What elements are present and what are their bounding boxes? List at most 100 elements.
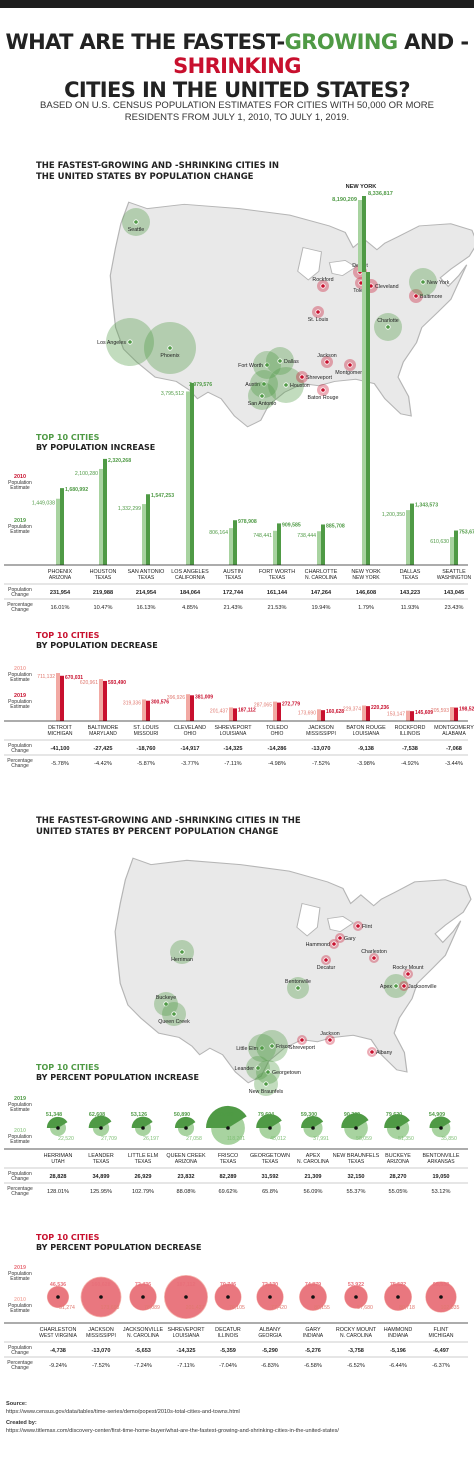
change-label-2: Change	[11, 1350, 29, 1356]
bar-2019-baltimore	[103, 680, 107, 721]
created-link[interactable]: https://www.titlemax.com/discovery-cente…	[6, 1428, 339, 1434]
change-label-1: Population	[8, 587, 32, 593]
state-name: MICHIGAN	[48, 731, 73, 737]
bar-2010-baltimore	[99, 679, 103, 721]
city-dot-georgetown	[265, 1069, 271, 1075]
city-name: DALLAS	[400, 569, 421, 575]
city-dot-st-louis	[315, 309, 321, 315]
city-name: FLINT	[434, 1327, 450, 1333]
lake-erie	[328, 260, 357, 277]
bubble-center-decatur	[226, 1295, 230, 1299]
row-2010-year: 2010	[14, 666, 26, 672]
row-2019-label-2: Estimate	[10, 529, 30, 535]
bubble-center-frisco	[226, 1126, 230, 1130]
city-label-rockford: Rockford	[312, 277, 333, 283]
city-name: ROCKY MOUNT	[336, 1327, 377, 1333]
state-name: MICHIGAN	[429, 1333, 454, 1339]
bar-2010-jackson	[317, 709, 321, 721]
city-dot-rocky-mount	[405, 971, 411, 977]
ny-2019-label: 8,336,817	[368, 191, 393, 197]
pct-value: -7.11%	[224, 761, 241, 767]
state-name: ARIZONA	[49, 575, 72, 581]
city-dot-phoenix	[167, 345, 173, 351]
label-2010-hammond: 80,718	[399, 1305, 415, 1311]
label-2010-gary: 80,155	[314, 1305, 330, 1311]
us-outline	[109, 201, 474, 428]
change-value: -7,068	[446, 746, 462, 752]
city-label-jackson: Jackson	[320, 1031, 339, 1037]
change-value: -41,100	[51, 746, 70, 752]
bubble-center-queen-creek	[184, 1126, 188, 1130]
state-name: TEXAS	[135, 1159, 152, 1165]
pct-increase-title: TOP 10 CITIES BY PERCENT POPULATION INCRE…	[36, 1063, 199, 1082]
bubble-center-new-braunfels	[354, 1126, 358, 1130]
change-value: -14,325	[224, 746, 243, 752]
city-name: BENTONVILLE	[422, 1153, 459, 1159]
city-dot-baton-rouge	[320, 387, 326, 393]
ny-2010-label: 8,190,209	[332, 197, 357, 203]
city-label-apex: Apex	[380, 984, 392, 990]
bubble-center-bentonville	[439, 1126, 443, 1130]
label-2019-shreveport: 187,112	[238, 707, 256, 713]
city-dot-los-angeles	[127, 339, 133, 345]
change-value: 21,309	[304, 1174, 321, 1180]
city-label-charleston: Charleston	[361, 949, 387, 955]
city-name: HOUSTON	[90, 569, 117, 575]
label-2019-flint: 95,538	[433, 1282, 449, 1288]
change-value: 23,832	[177, 1174, 194, 1180]
city-name: QUEEN CREEK	[166, 1153, 206, 1159]
change-value: -14,325	[177, 1348, 196, 1354]
change-value: -3,758	[348, 1348, 364, 1354]
city-label-austin: Austin	[245, 382, 260, 388]
pct-value: -7.52%	[92, 1363, 110, 1369]
city-dot-austin	[261, 381, 267, 387]
change-label-2: Change	[11, 748, 29, 754]
city-label-new-york: New York	[427, 280, 450, 286]
bar-2019-dallas	[410, 503, 414, 565]
change-value: -27,425	[94, 746, 113, 752]
city-name: ST. LOUIS	[133, 725, 159, 731]
change-value: 143,223	[400, 590, 420, 596]
city-label-hammond: Hammond	[306, 942, 330, 948]
pct-decrease-title: TOP 10 CITIES BY PERCENT POPULATION DECRE…	[36, 1233, 202, 1252]
pct-label-2: Change	[11, 607, 29, 613]
city-dot-seattle	[133, 219, 139, 225]
state-name: ILLINOIS	[400, 731, 421, 737]
city-label-frisco: Frisco	[276, 1044, 290, 1050]
state-name: TEXAS	[402, 575, 419, 581]
page-title: WHAT ARE THE FASTEST-GROWING AND -SHRINK…	[5, 30, 470, 102]
bar-2019-phoenix	[60, 488, 64, 565]
city-dot-apex	[393, 983, 399, 989]
pct-value: -6.44%	[389, 1363, 407, 1369]
label-2019-charleston: 46,536	[50, 1282, 66, 1288]
label-2019-rockford: 145,609	[415, 710, 433, 716]
city-dot-jackson	[324, 359, 330, 365]
city-label-cleveland: Cleveland	[375, 284, 399, 290]
bar-2010-new-york	[362, 272, 366, 565]
bar-2010-shreveport	[229, 707, 233, 721]
change-label-2: Change	[11, 1176, 29, 1182]
pct-value: -6.83%	[261, 1363, 279, 1369]
label-2010-baton-rouge: 229,374	[343, 707, 361, 713]
la-2010-label: 3,795,512	[161, 391, 184, 397]
pct-label-2: Change	[11, 763, 29, 769]
city-label-toledo: Toledo	[353, 288, 369, 294]
state-name: N. CAROLINA	[305, 575, 338, 581]
change-value: 31,592	[261, 1174, 278, 1180]
change-value: 147,264	[311, 590, 332, 596]
label-2019-dallas: 1,343,573	[415, 503, 438, 509]
city-name: BATON ROUGE	[346, 725, 386, 731]
source-link[interactable]: https://www.census.gov/data/tables/time-…	[6, 1409, 240, 1415]
label-2019-phoenix: 1,680,992	[65, 487, 88, 493]
bar-2019-charlotte	[321, 524, 325, 565]
pct-label-1: Percentage	[7, 758, 33, 764]
label-2010-baltimore: 620,961	[80, 680, 98, 686]
city-label-rocky-mount: Rocky Mount	[393, 965, 424, 971]
city-name: SEATTLE	[442, 569, 466, 575]
bubble-center-little-elm	[141, 1126, 145, 1130]
bar-2010-baton-rouge	[362, 705, 366, 721]
pct-label-1: Percentage	[7, 1186, 33, 1192]
label-2010-jackson: 173,698	[101, 1305, 120, 1311]
la-2019-label: 3,979,576	[189, 382, 212, 388]
